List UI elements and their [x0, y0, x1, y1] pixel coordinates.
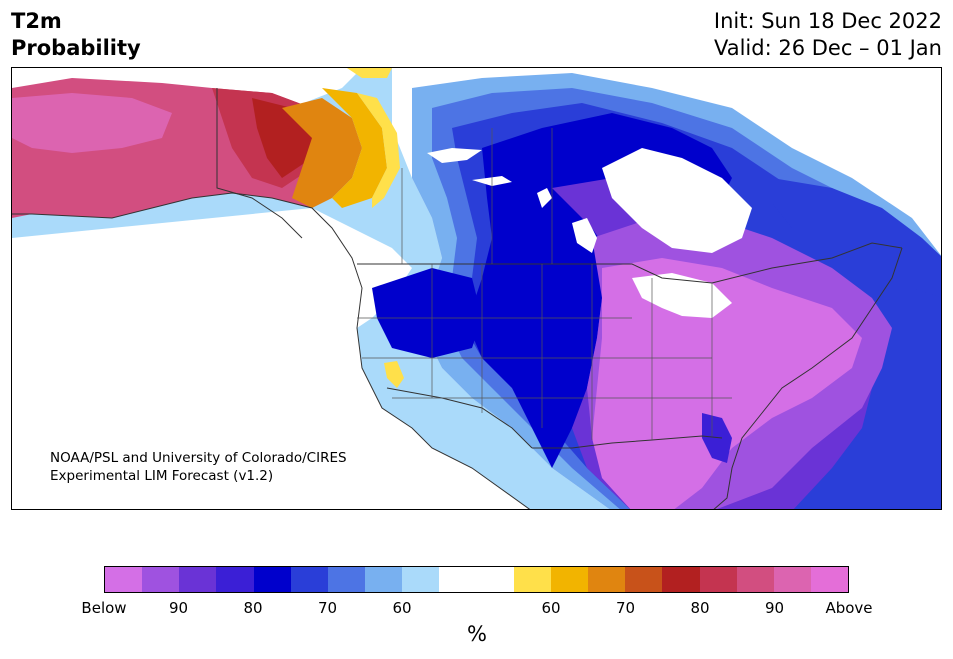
great-lakes	[632, 273, 732, 318]
colorbar-segment	[773, 567, 811, 592]
title-line-2: Probability	[11, 36, 141, 60]
hudson-bay	[602, 148, 752, 253]
colorbar-segment	[588, 567, 626, 592]
arctic-yellow-spot	[347, 68, 392, 78]
colorbar-segment	[699, 567, 737, 592]
lake-manitoba	[572, 218, 597, 253]
title-line-1: T2m	[11, 9, 62, 33]
colorbar-tick-label: 70	[615, 599, 636, 617]
colorbar-segment	[179, 567, 217, 592]
forecast-dates: Init: Sun 18 Dec 2022 Valid: 26 Dec – 01…	[714, 8, 942, 62]
bc-orange-region	[282, 98, 362, 208]
colorbar-segment	[142, 567, 180, 592]
colorbar-segment	[365, 567, 403, 592]
colorbar-segment	[625, 567, 663, 592]
init-date: Init: Sun 18 Dec 2022	[713, 9, 942, 33]
colorbar-segment	[550, 567, 589, 592]
baja-yellow-spot	[384, 361, 404, 388]
colorbar-tick-label: 60	[541, 599, 561, 617]
credit-text: NOAA/PSL and University of Colorado/CIRE…	[50, 449, 347, 485]
colorbar-tick-label: 90	[168, 599, 189, 617]
valid-date: Valid: 26 Dec – 01 Jan	[713, 36, 942, 60]
map-title: T2m Probability	[11, 8, 141, 62]
alaska-canada-border	[216, 88, 303, 239]
map-graphic	[12, 68, 941, 509]
colorbar-segment	[810, 567, 849, 592]
alaska-pink-core	[12, 93, 172, 153]
colorbar-tick-label: 90	[764, 599, 785, 617]
colorbar-segment	[290, 567, 328, 592]
colorbar-segment	[736, 567, 774, 592]
colorbar	[104, 566, 849, 593]
great-bear-lake	[427, 148, 482, 163]
probability-map: NOAA/PSL and University of Colorado/CIRE…	[11, 67, 942, 510]
colorbar-tick-label: Below	[81, 599, 127, 617]
great-basin-darkblue	[372, 268, 482, 358]
credit-line-1: NOAA/PSL and University of Colorado/CIRE…	[50, 450, 347, 466]
northeast-darkblue-region	[772, 178, 941, 298]
east-coast	[713, 247, 903, 509]
arctic-ocean-white	[652, 68, 941, 138]
colorbar-segment	[253, 567, 291, 592]
colorbar-segment	[402, 567, 440, 592]
lake-winnipeg	[537, 188, 552, 208]
colorbar-segment	[105, 567, 143, 592]
eastern-us-below-region	[592, 258, 862, 509]
colorbar-tick-label: 80	[243, 599, 263, 617]
colorbar-segment	[439, 567, 477, 592]
credit-line-2: Experimental LIM Forecast (v1.2)	[50, 468, 274, 484]
colorbar-unit: %	[467, 622, 487, 646]
gulf-coast	[532, 435, 723, 449]
canada-us-border	[357, 242, 903, 284]
coastline-west	[12, 192, 531, 509]
colorbar-tick-label: 70	[317, 599, 338, 617]
bc-yellow-edge	[322, 88, 387, 208]
colorbar-segment	[327, 567, 366, 592]
state-lines	[357, 128, 732, 440]
colorbar-tick-label: Above	[825, 599, 873, 617]
colorbar-segment	[513, 567, 551, 592]
colorbar-segment	[216, 567, 254, 592]
colorbar-segment	[476, 567, 514, 592]
colorbar-tick-label: 60	[392, 599, 412, 617]
bc-lightyellow-edge	[357, 93, 400, 208]
colorbar-segment	[662, 567, 700, 592]
colorbar-tick-label: 80	[690, 599, 710, 617]
